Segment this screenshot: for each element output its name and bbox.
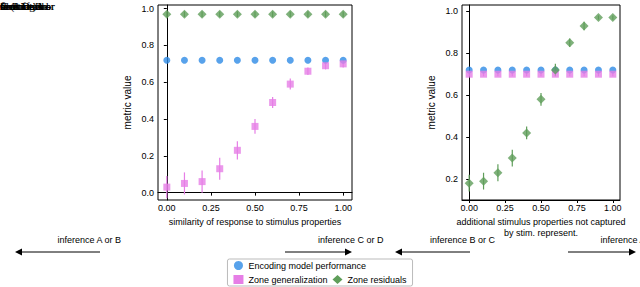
svg-text:0.6: 0.6: [141, 77, 154, 87]
svg-text:Zone residuals: Zone residuals: [348, 275, 408, 285]
svg-text:0.4: 0.4: [445, 132, 458, 142]
svg-text:0.75: 0.75: [568, 203, 586, 213]
svg-text:0.4: 0.4: [141, 114, 154, 124]
svg-text:additional stimulus properties: additional stimulus properties not captu…: [456, 217, 625, 227]
svg-text:similarity of response to stim: similarity of response to stimulus prope…: [169, 217, 342, 227]
svg-text:1.00: 1.00: [334, 203, 352, 213]
svg-text:inference A or D: inference A or D: [600, 235, 640, 245]
svg-text:by stim. represent.: by stim. represent.: [504, 228, 578, 238]
svg-text:0.25: 0.25: [496, 203, 514, 213]
svg-text:1.0: 1.0: [445, 6, 458, 16]
svg-text:Encoding model performance: Encoding model performance: [248, 261, 366, 271]
svg-text:0.2: 0.2: [445, 174, 458, 184]
svg-text:metric value: metric value: [122, 75, 133, 129]
svg-text:Zone generalization: Zone generalization: [248, 275, 327, 285]
svg-text:0.6: 0.6: [445, 90, 458, 100]
svg-text:inference A or B: inference A or B: [57, 235, 121, 245]
svg-text:inference B or C: inference B or C: [430, 235, 496, 245]
svg-text:0.50: 0.50: [246, 203, 264, 213]
svg-text:0.50: 0.50: [532, 203, 550, 213]
svg-text:0.00: 0.00: [460, 203, 478, 213]
svg-text:1.0: 1.0: [141, 4, 154, 14]
svg-text:0.75: 0.75: [290, 203, 308, 213]
svg-text:0.8: 0.8: [141, 40, 154, 50]
svg-text:1.00: 1.00: [604, 203, 622, 213]
svg-text:0.0: 0.0: [141, 188, 154, 198]
svg-text:inference C or D: inference C or D: [318, 235, 384, 245]
svg-text:ference A or: ference A or: [1, 0, 55, 12]
svg-text:0.8: 0.8: [445, 48, 458, 58]
svg-text:0.25: 0.25: [202, 203, 220, 213]
svg-text:0.00: 0.00: [158, 203, 176, 213]
svg-text:ference B or: ference B or: [0, 0, 55, 12]
svg-text:0.2: 0.2: [141, 151, 154, 161]
svg-text:metric value: metric value: [426, 75, 437, 129]
